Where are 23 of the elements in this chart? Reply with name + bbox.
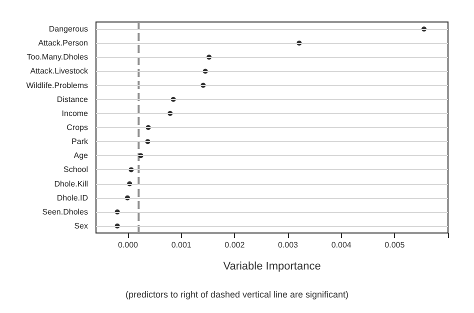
y-tick-label: Distance xyxy=(56,94,89,104)
y-tick-label: Dhole.Kill xyxy=(54,179,88,188)
y-tick-label: Dangerous xyxy=(48,24,88,34)
y-tick-label: Crops xyxy=(66,123,88,132)
y-tick-label: Too.Many.Dholes xyxy=(26,52,88,62)
y-tick-label: Income xyxy=(62,108,89,118)
x-axis-title: Variable Importance xyxy=(223,260,321,272)
y-tick-label: School xyxy=(64,165,88,174)
y-tick-label: Age xyxy=(74,151,89,160)
x-tick-label: 0.004 xyxy=(331,240,352,250)
y-tick-label: Seen.Dholes xyxy=(42,207,88,216)
text: (predictors to right of dashed vertical line are significant) xyxy=(125,290,349,300)
x-tick-label: 0.005 xyxy=(384,240,406,250)
x-tick-label: 0.000 xyxy=(118,240,139,250)
y-tick-label: Sex xyxy=(74,221,88,230)
x-tick-label: 0.001 xyxy=(171,240,192,250)
x-tick-label: 0.003 xyxy=(278,240,299,250)
y-tick-label: Park xyxy=(72,137,89,146)
y-tick-label: Attack.Person xyxy=(38,38,88,48)
y-tick-label: Wildlife.Problems xyxy=(26,80,88,90)
y-tick-label: Attack.Livestock xyxy=(30,66,89,76)
y-tick-label: Dhole.ID xyxy=(56,193,88,202)
x-tick-label: 0.002 xyxy=(224,240,246,250)
